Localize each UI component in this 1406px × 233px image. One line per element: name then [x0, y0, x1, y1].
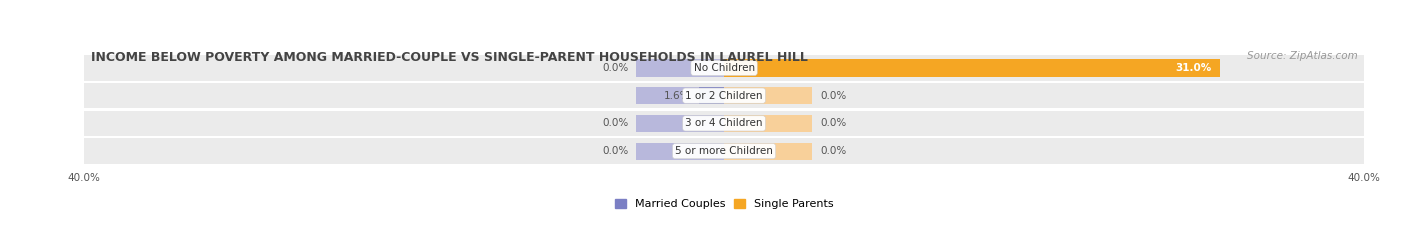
Text: 5 or more Children: 5 or more Children	[675, 146, 773, 156]
Text: 0.0%: 0.0%	[602, 118, 628, 128]
Text: 0.0%: 0.0%	[602, 146, 628, 156]
Bar	[636, 59, 724, 76]
Bar	[636, 87, 724, 104]
Text: No Children: No Children	[693, 63, 755, 73]
Text: 0.0%: 0.0%	[820, 118, 846, 128]
Bar	[84, 55, 1364, 81]
Bar	[636, 115, 724, 132]
Text: 31.0%: 31.0%	[1175, 63, 1212, 73]
Bar	[724, 115, 813, 132]
Bar	[724, 87, 813, 104]
Bar	[84, 138, 1364, 164]
Bar	[636, 143, 724, 160]
Text: 0.0%: 0.0%	[602, 63, 628, 73]
Text: 1.6%: 1.6%	[664, 91, 690, 101]
Text: 1 or 2 Children: 1 or 2 Children	[685, 91, 763, 101]
Text: 0.0%: 0.0%	[820, 146, 846, 156]
Text: 3 or 4 Children: 3 or 4 Children	[685, 118, 763, 128]
Text: 0.0%: 0.0%	[820, 91, 846, 101]
Bar	[84, 111, 1364, 136]
Bar	[724, 59, 813, 76]
Legend: Married Couples, Single Parents: Married Couples, Single Parents	[610, 194, 838, 213]
Bar	[699, 87, 724, 104]
Bar	[84, 83, 1364, 108]
Bar	[724, 59, 1220, 76]
Text: INCOME BELOW POVERTY AMONG MARRIED-COUPLE VS SINGLE-PARENT HOUSEHOLDS IN LAUREL : INCOME BELOW POVERTY AMONG MARRIED-COUPL…	[91, 51, 807, 64]
Text: Source: ZipAtlas.com: Source: ZipAtlas.com	[1247, 51, 1357, 61]
Bar	[724, 143, 813, 160]
